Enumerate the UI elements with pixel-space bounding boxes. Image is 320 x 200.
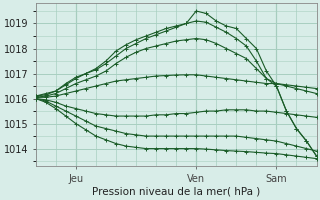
X-axis label: Pression niveau de la mer( hPa ): Pression niveau de la mer( hPa ): [92, 187, 260, 197]
